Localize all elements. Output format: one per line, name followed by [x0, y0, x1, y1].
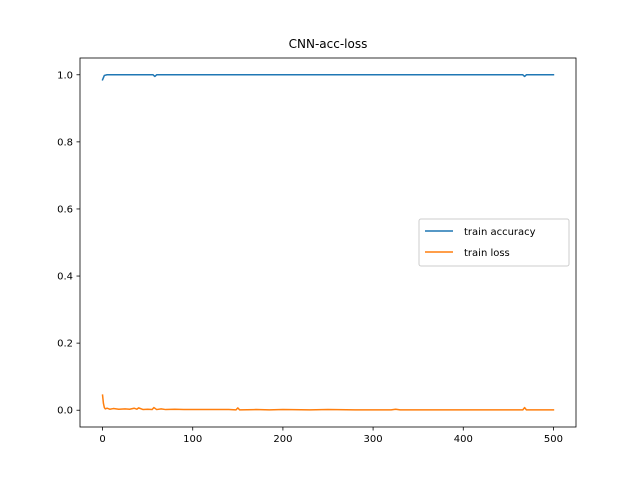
x-tick-label: 0 — [99, 434, 105, 445]
y-tick-label: 1.0 — [57, 70, 73, 81]
axes-layer: 0 100 200 300 400 500 0.0 0.2 0.4 0.6 0.8 1.0 — [57, 57, 577, 445]
legend-box — [418, 218, 570, 267]
legend: train accuracy train loss — [418, 218, 570, 267]
x-tick-label: 400 — [454, 434, 473, 445]
series-line-train-loss — [101, 394, 555, 411]
legend-label-train-loss: train loss — [464, 248, 510, 259]
x-tick-label: 500 — [544, 434, 563, 445]
x-tick-label: 200 — [273, 434, 292, 445]
series-line-train-accuracy — [101, 74, 555, 81]
y-tick-label: 0.4 — [57, 272, 73, 283]
y-tick-label: 0.0 — [57, 406, 73, 417]
x-tick-label: 100 — [183, 434, 202, 445]
y-tick-label: 0.6 — [57, 204, 73, 215]
legend-label-train-accuracy: train accuracy — [464, 227, 536, 238]
y-tick-label: 0.8 — [57, 137, 73, 148]
x-tick-label: 300 — [364, 434, 383, 445]
chart-title: CNN-acc-loss — [289, 37, 368, 51]
axes-frame — [79, 57, 577, 428]
series-layer — [101, 74, 555, 411]
y-tick-label: 0.2 — [57, 339, 73, 350]
